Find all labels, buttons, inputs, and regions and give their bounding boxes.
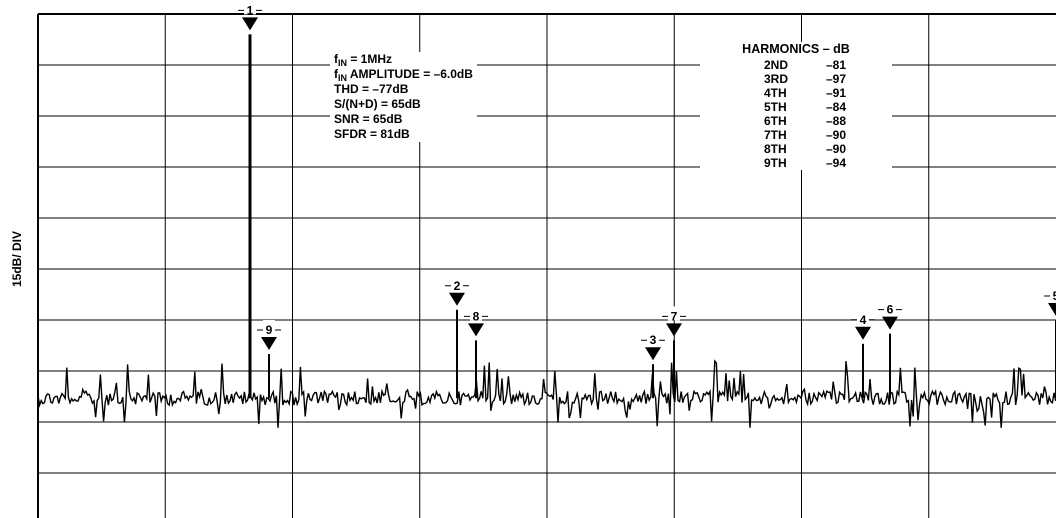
marker-2-label: 2 [454, 279, 461, 293]
noise-floor-trace [37, 359, 1056, 428]
param-thd: THD = –77dB [334, 82, 409, 96]
marker-5-label-bg [1050, 286, 1056, 300]
measurement-parameters: fIN = 1MHz fIN AMPLITUDE = –6.0dB THD = … [330, 52, 477, 142]
marker-1-triangle [242, 17, 258, 31]
harmonics-row: 2ND –81 [702, 58, 890, 72]
marker-9-label-bg [263, 320, 275, 334]
harmonic-name: 2ND [764, 58, 789, 72]
marker-4-label: 4 [860, 313, 867, 327]
param-fin: fIN = 1MHz [334, 52, 393, 68]
harmonic-value: –88 [826, 114, 847, 128]
harmonic-value: –81 [826, 58, 847, 72]
harmonic-value: –94 [826, 156, 847, 170]
noise-trace [37, 359, 1056, 428]
harmonics-title: HARMONICS – dB [742, 42, 850, 56]
harmonic-value: –91 [826, 86, 847, 100]
harmonic-name: 5TH [764, 100, 787, 114]
marker-1-label-bg [244, 0, 256, 15]
marker-7-triangle [666, 323, 682, 337]
marker-5-triangle [1048, 303, 1056, 316]
marker-4-triangle [855, 326, 871, 340]
harmonic-value: –90 [826, 128, 847, 142]
harmonics-row: 6TH –88 [702, 114, 890, 128]
harmonic-name: 7TH [764, 128, 787, 142]
marker-3-label-bg [647, 330, 659, 345]
marker-3-triangle [645, 347, 661, 361]
harmonics-row: 4TH –91 [702, 86, 890, 100]
harmonics-row: 7TH –90 [702, 128, 890, 142]
marker-4-label-bg [857, 309, 869, 324]
harmonics-rows: 2ND –81 3RD –97 4TH –91 5TH –84 6TH –88 7TH –90 8TH –… [702, 58, 890, 170]
spur-lines [248, 34, 1056, 399]
marker-6-triangle [882, 316, 898, 330]
harmonics-row: 5TH –84 [702, 100, 890, 114]
harmonic-name: 6TH [764, 114, 787, 128]
marker-6-label-bg [884, 299, 896, 314]
marker-8-label: 8 [473, 309, 480, 323]
harmonics-row: 8TH –90 [702, 142, 890, 156]
param-snr: SNR = 65dB [334, 112, 403, 126]
harmonic-name: 4TH [764, 86, 787, 100]
param-fin-amplitude: fIN AMPLITUDE = –6.0dB [334, 67, 473, 83]
harmonic-value: –84 [826, 100, 847, 114]
marker-6-label: 6 [887, 303, 894, 317]
harmonic-name: 9TH [764, 156, 787, 170]
marker-7-label: 7 [671, 309, 678, 323]
harmonics-row: 3RD –97 [702, 72, 890, 86]
marker-2-triangle [449, 292, 465, 306]
plot-grid [37, 13, 1056, 518]
param-sfdr: SFDR = 81dB [334, 127, 410, 141]
marker-2-label-bg [451, 275, 463, 290]
marker-1-label: 1 [247, 3, 254, 17]
harmonic-value: –97 [826, 72, 847, 86]
harmonic-name: 8TH [764, 142, 787, 156]
marker-3-label: 3 [650, 333, 657, 347]
marker-7-label-bg [668, 306, 680, 321]
marker-9-label: 9 [266, 323, 273, 337]
marker-8-triangle [468, 323, 484, 337]
harmonic-value: –90 [826, 142, 847, 156]
marker-9-triangle [261, 337, 277, 350]
param-sinad: S/(N+D) = 65dB [334, 97, 421, 111]
harmonic-markers: 1 2 3 4 5 6 7 8 9 [238, 0, 1056, 361]
harmonics-row: 9TH –94 [702, 156, 890, 170]
marker-5-label: 5 [1053, 289, 1056, 303]
marker-8-label-bg [470, 306, 482, 321]
harmonics-table: HARMONICS – dB 2ND –81 3RD –97 4TH –91 5TH –84 6… [700, 42, 892, 170]
harmonic-name: 3RD [764, 72, 789, 86]
